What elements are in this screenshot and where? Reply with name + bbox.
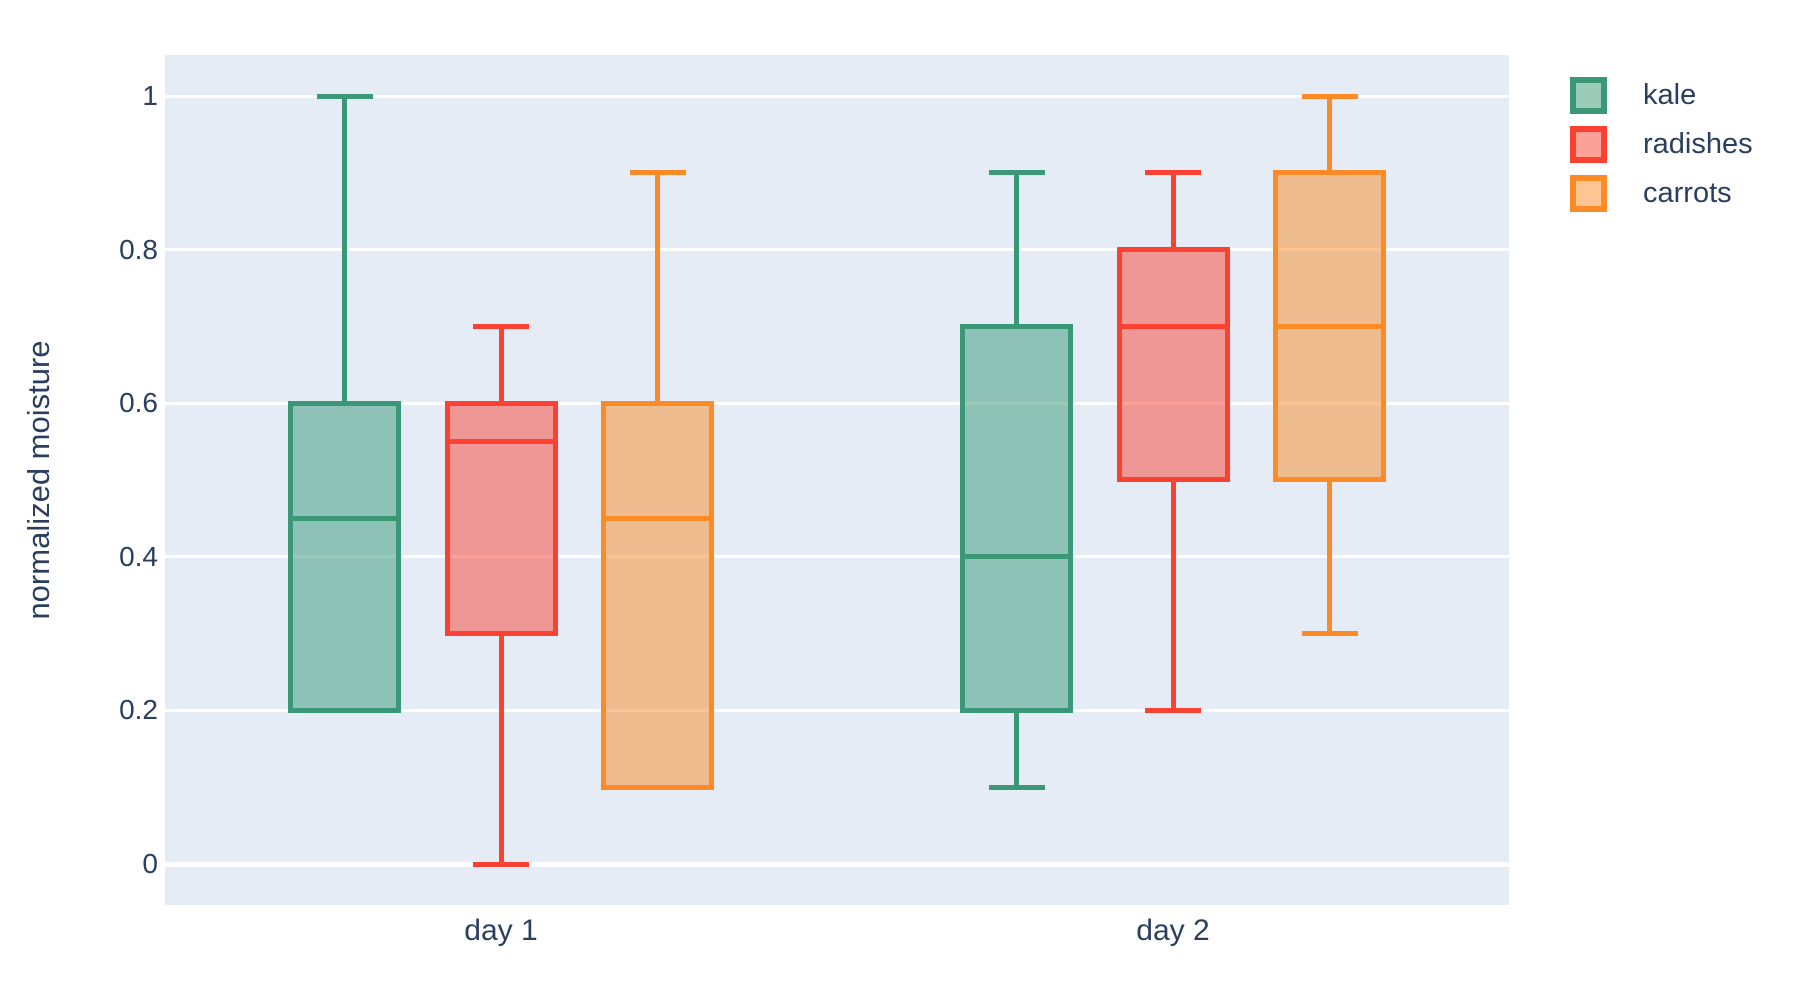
whisker-cap-max: [316, 93, 373, 99]
whisker-stem-upper: [1170, 172, 1176, 250]
box-rect: [1116, 247, 1230, 483]
y-tick-label-0.8: 0.8: [119, 233, 158, 265]
median-line: [960, 554, 1073, 560]
whisker-stem-lower: [1327, 480, 1332, 634]
median-line: [1273, 323, 1386, 329]
whisker-cap-max: [473, 323, 529, 329]
whisker-cap-min: [473, 861, 529, 867]
median-line: [601, 515, 714, 521]
y-tick-label-0: 0: [142, 848, 158, 879]
plot-area: [165, 55, 1509, 905]
box-rect: [601, 400, 714, 790]
whisker-stem-upper: [655, 172, 660, 404]
y-axis-title: normalized moisture: [21, 340, 56, 620]
box-rect: [960, 323, 1073, 713]
median-line: [444, 439, 558, 445]
whisker-cap-max: [1301, 93, 1358, 99]
y-tick-label-0.2: 0.2: [119, 694, 158, 726]
whisker-stem-lower: [1014, 710, 1019, 788]
whisker-cap-max: [629, 170, 686, 176]
legend-swatch-icon: [1570, 77, 1607, 114]
legend-item-kale[interactable]: kale: [1570, 77, 1753, 114]
whisker-stem-upper: [1014, 172, 1019, 327]
y-tick-label-0.6: 0.6: [119, 387, 158, 419]
y-tick-label-1: 1: [142, 80, 158, 111]
whisker-cap-min: [988, 784, 1045, 790]
whisker-stem-lower: [498, 633, 504, 864]
legend-item-radishes[interactable]: radishes: [1570, 126, 1753, 163]
box-group-kale-day-1[interactable]: [165, 55, 1509, 905]
whisker-cap-max: [1145, 170, 1201, 176]
box-group-carrots-day-1[interactable]: [165, 55, 1509, 905]
legend-item-carrots[interactable]: carrots: [1570, 175, 1753, 212]
median-line: [1116, 323, 1230, 329]
gridline-y-0.4: [165, 555, 1509, 559]
box-group-radishes-day-2[interactable]: [165, 55, 1509, 905]
whisker-stem-upper: [498, 326, 504, 404]
gridline-y-0.6: [165, 401, 1509, 405]
box-group-kale-day-2[interactable]: [165, 55, 1509, 905]
whisker-cap-min: [1301, 631, 1358, 637]
zero-line: [165, 861, 1509, 867]
whisker-cap-max: [988, 170, 1045, 176]
legend: kale radishes carrots: [1570, 77, 1753, 224]
whisker-cap-min: [1145, 707, 1201, 713]
legend-swatch-icon: [1570, 175, 1607, 212]
gridline-y-1: [165, 94, 1509, 98]
y-tick-label-0.4: 0.4: [119, 540, 158, 572]
x-tick-day-2: day 2: [1136, 914, 1210, 947]
box-group-carrots-day-2[interactable]: [165, 55, 1509, 905]
whisker-stem-lower: [1170, 480, 1176, 711]
legend-label: radishes: [1643, 128, 1753, 160]
x-tick-day-1: day 1: [464, 914, 538, 947]
median-line: [288, 515, 401, 521]
gridline-y-0.2: [165, 708, 1509, 712]
gridline-y-0.8: [165, 248, 1509, 252]
whisker-stem-upper: [342, 96, 347, 404]
whisker-stem-upper: [1327, 96, 1332, 173]
legend-swatch-icon: [1570, 126, 1607, 163]
box-rect: [288, 400, 401, 713]
legend-label: carrots: [1643, 177, 1732, 209]
box-group-radishes-day-1[interactable]: [165, 55, 1509, 905]
legend-label: kale: [1643, 79, 1697, 111]
